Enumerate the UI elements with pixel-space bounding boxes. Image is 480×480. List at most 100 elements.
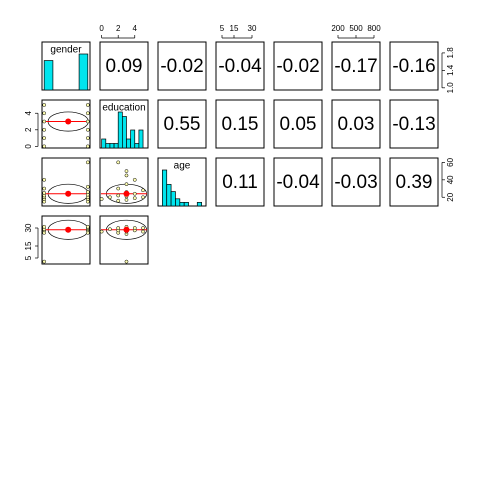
- data-point: [85, 119, 90, 124]
- mean-point: [123, 190, 130, 197]
- data-point: [141, 195, 145, 200]
- tick-label: 30: [24, 223, 33, 232]
- data-point: [42, 103, 47, 107]
- histogram-bar: [109, 143, 115, 149]
- data-point: [85, 127, 90, 132]
- data-point: [124, 198, 129, 202]
- data-point: [42, 191, 47, 195]
- data-point: [42, 136, 47, 140]
- panel-frame: [41, 99, 91, 149]
- data-point: [141, 188, 145, 193]
- data-point: [108, 227, 112, 232]
- tick-label: 0: [99, 24, 104, 33]
- histogram-bar: [117, 111, 123, 149]
- data-point: [42, 119, 47, 124]
- histogram-bar: [175, 198, 181, 207]
- tick-label: 5: [24, 255, 33, 260]
- data-point: [124, 182, 129, 187]
- correlation-value: 0.39: [396, 172, 433, 193]
- histogram-bar: [138, 129, 144, 149]
- histogram-bar: [134, 143, 140, 149]
- data-point: [116, 186, 121, 191]
- data-point: [42, 111, 47, 116]
- histogram-bar: [113, 143, 119, 149]
- correlation-value: 0.05: [280, 114, 317, 135]
- mean-point: [65, 118, 72, 125]
- variable-label: gender: [50, 45, 82, 56]
- tick-label: 1.8: [446, 47, 455, 59]
- histogram-bar: [130, 129, 136, 149]
- correlation-value: -0.02: [276, 56, 319, 77]
- data-point: [42, 144, 47, 149]
- data-point: [132, 177, 137, 182]
- panel-frame: [273, 41, 323, 91]
- panel-frame: [99, 215, 149, 265]
- panel-frame: [41, 41, 91, 91]
- tick-label: 15: [230, 24, 239, 33]
- data-point: [116, 226, 121, 230]
- tick-label: 200: [331, 24, 345, 33]
- panel-frame: [215, 99, 265, 149]
- histogram-bar: [105, 143, 111, 149]
- panel-frame: [331, 99, 381, 149]
- tick-label: 4: [24, 110, 33, 115]
- data-point: [85, 160, 90, 165]
- data-point: [108, 195, 112, 200]
- data-point: [42, 224, 47, 229]
- panel-frame: [157, 99, 207, 149]
- panel-frame: [273, 99, 323, 149]
- histogram-bar: [166, 184, 172, 207]
- correlation-value: 0.03: [338, 114, 375, 135]
- panel-frame: [99, 41, 149, 91]
- data-point: [141, 229, 145, 234]
- histogram-bar: [43, 60, 54, 91]
- histogram-bar: [179, 202, 185, 207]
- histogram-bar: [101, 138, 107, 149]
- panel-frame: [273, 157, 323, 207]
- tick-label: 60: [446, 157, 455, 166]
- correlation-value: -0.02: [160, 56, 203, 77]
- tick-label: 0: [24, 144, 33, 149]
- tick-label: 500: [349, 24, 363, 33]
- panel-frame: [331, 41, 381, 91]
- tick-label: 1.0: [446, 82, 455, 94]
- panel-frame: [215, 41, 265, 91]
- data-point: [124, 169, 129, 173]
- data-point: [85, 111, 90, 116]
- data-point: [85, 136, 90, 140]
- tick-label: 2: [116, 24, 121, 33]
- histogram-bar: [126, 138, 131, 149]
- panel-frame: [41, 157, 91, 207]
- panel-frame: [157, 41, 207, 91]
- panel-frame: [389, 157, 439, 207]
- histogram-bar: [196, 202, 202, 207]
- data-point: [85, 103, 90, 107]
- histogram-bar: [78, 53, 89, 91]
- correlation-value: -0.13: [392, 114, 435, 135]
- tick-label: 1.4: [446, 64, 455, 76]
- tick-label: 40: [446, 175, 455, 184]
- correlation-value: 0.55: [164, 114, 201, 135]
- data-point: [85, 184, 90, 189]
- correlation-value: -0.04: [276, 172, 320, 193]
- panel-frame: [41, 215, 91, 265]
- correlation-value: -0.04: [218, 56, 262, 77]
- correlation-value: 0.15: [222, 114, 259, 135]
- data-point: [116, 193, 121, 198]
- data-point: [42, 177, 47, 182]
- tick-label: 15: [24, 241, 33, 250]
- histogram-bar: [170, 191, 176, 207]
- data-point: [42, 127, 47, 132]
- panel-frame: [331, 157, 381, 207]
- data-point: [99, 229, 104, 234]
- variable-label: age: [174, 161, 191, 172]
- data-point: [85, 144, 90, 149]
- data-point: [132, 196, 137, 200]
- mean-point: [65, 226, 72, 233]
- data-point: [124, 173, 129, 178]
- histogram-bar: [121, 116, 127, 149]
- tick-label: 20: [446, 192, 455, 201]
- panel-frame: [99, 157, 149, 207]
- panel-frame: [389, 99, 439, 149]
- data-point: [42, 259, 47, 264]
